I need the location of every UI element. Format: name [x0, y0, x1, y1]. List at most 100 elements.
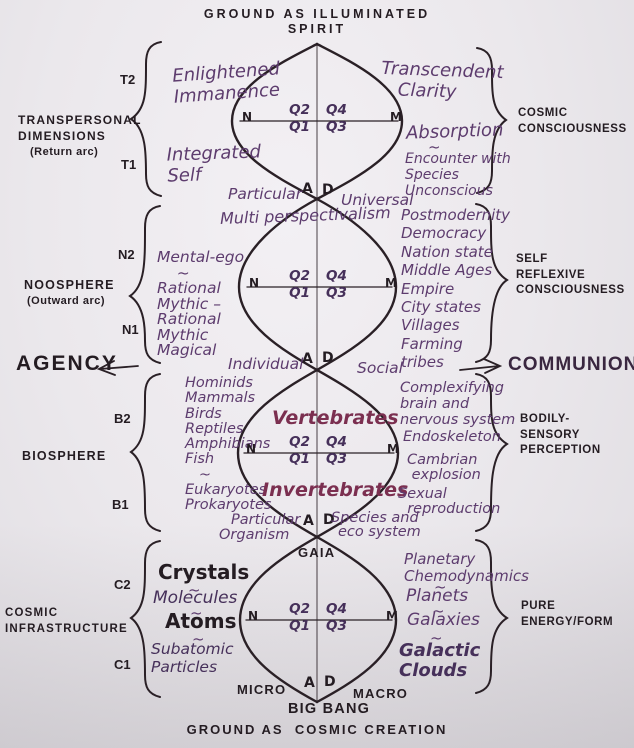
- label-noosphere: NOOSPHERE: [24, 278, 115, 292]
- q4-label: Q4: [326, 268, 347, 284]
- tier-b1: B1: [112, 497, 129, 512]
- tier-n1: N1: [122, 322, 139, 337]
- n-pole-4: N: [248, 609, 259, 623]
- label-galactic-clouds: Galactic Clouds: [399, 640, 481, 681]
- junction4-a: A: [304, 675, 315, 691]
- tilde-c4-6: ~: [430, 629, 443, 647]
- junction3-particular: Particular: [231, 512, 301, 528]
- left-brace-3: [129, 373, 161, 532]
- q2-label: Q2: [289, 102, 310, 118]
- tilde-c4-5: ~: [432, 602, 445, 620]
- label-cosmic-infrastructure: COSMIC INFRASTRUCTURE: [5, 607, 128, 635]
- label-communion: COMMUNION: [508, 354, 634, 375]
- label-vertebrates: Vertebrates: [272, 407, 399, 429]
- q4-label: Q4: [326, 601, 347, 617]
- label-transpersonal-dimensions: TRANSPERSONAL DIMENSIONS: [18, 113, 142, 144]
- q2-label: Q2: [289, 268, 310, 284]
- n-pole-1: N: [242, 110, 253, 124]
- top-title-line2: SPIRIT: [287, 22, 347, 36]
- n-pole-3: N: [246, 442, 257, 456]
- junction4-d: D: [324, 674, 336, 690]
- label-gaia: GAIA: [298, 545, 336, 560]
- label-enlightened-immanence: Enlightened Immanence: [171, 58, 281, 108]
- label-endoskeleton: Endoskeleton: [403, 429, 501, 445]
- left-brace-1: [129, 41, 162, 197]
- label-pure-energy-form: PURE ENERGY/FORM: [521, 600, 614, 628]
- junction3-a: A: [303, 513, 314, 529]
- label-biosphere: BIOSPHERE: [22, 449, 107, 463]
- q2-label: Q2: [289, 434, 310, 450]
- label-integrated-self: Integrated Self: [166, 141, 262, 187]
- label-self-reflexive-consciousness: SELF REFLEXIVE CONSCIOUSNESS: [516, 253, 625, 297]
- tier-c2: C2: [114, 577, 131, 592]
- tier-c1: C1: [114, 657, 131, 672]
- right-brace-2: [475, 203, 509, 363]
- q1-label: Q1: [289, 451, 310, 467]
- noosphere-right-list: Postmodernity Democracy Nation state Mid…: [401, 206, 511, 372]
- label-cosmic-consciousness: COSMIC CONSCIOUSNESS: [518, 107, 627, 135]
- tier-n2: N2: [118, 247, 135, 262]
- label-macro: MACRO: [353, 686, 409, 701]
- q4-label: Q4: [326, 434, 347, 450]
- label-big-bang: BIG BANG: [288, 701, 371, 717]
- q3-label: Q3: [326, 119, 347, 135]
- label-agency: AGENCY: [16, 352, 118, 375]
- tilde-c4-1: ~: [188, 581, 201, 599]
- m-pole-3: M: [387, 442, 399, 456]
- right-brace-4: [475, 539, 509, 694]
- label-transcendent-clarity: Transcendent Clarity: [380, 57, 504, 103]
- label-return-arc: (Return arc): [30, 146, 99, 158]
- m-pole-4: M: [386, 609, 398, 623]
- tilde-c4-4: ~: [434, 578, 447, 596]
- q3-label: Q3: [326, 618, 347, 634]
- label-cambrian-explosion: Cambrian explosion: [407, 452, 481, 484]
- label-galaxies: Galaxies: [407, 610, 480, 630]
- label-planetary-chemodynamics: Planetary Chemodynamics: [404, 550, 529, 585]
- junction3-species-and: Species and: [331, 510, 419, 526]
- label-atoms: Atoms: [165, 609, 237, 633]
- m-pole-2: M: [385, 276, 397, 290]
- label-complexifying-brain: Complexifying brain and nervous system: [400, 380, 516, 428]
- right-brace-1: [476, 47, 508, 194]
- communion-arrow: [459, 358, 503, 374]
- q3-label: Q3: [326, 451, 347, 467]
- top-title-line1: GROUND AS ILLUMINATED: [203, 7, 431, 21]
- tilde-c4-2: ~: [190, 604, 203, 622]
- label-planets: Planets: [406, 586, 469, 606]
- quadrant-labels-3: Q2 Q4 Q1 Q3: [275, 434, 361, 467]
- quadrant-labels-1: Q2 Q4 Q1 Q3: [275, 102, 361, 135]
- quadrant-labels-2: Q2 Q4 Q1 Q3: [275, 268, 361, 301]
- label-outward-arc: (Outward arc): [27, 295, 106, 307]
- left-brace-4: [129, 540, 161, 698]
- tier-b2: B2: [114, 411, 131, 426]
- tier-t2: T2: [120, 72, 136, 87]
- label-absorption: Absorption: [405, 119, 504, 144]
- junction1-d: D: [322, 182, 334, 198]
- junction2-individual: Individual: [228, 355, 304, 373]
- tilde-absorption: ~: [428, 138, 441, 156]
- junction1-universal: Universal: [341, 191, 414, 209]
- noosphere-left-list: Mental-ego ~ Rational Mythic – Rational …: [157, 248, 245, 359]
- agency-arrow: [96, 360, 139, 376]
- right-brace-3: [475, 373, 509, 532]
- q4-label: Q4: [326, 102, 347, 118]
- biosphere-left-list: Hominids Mammals Birds Reptiles Amphibia…: [185, 375, 272, 514]
- label-subatomic-particles: Subatomic Particles: [151, 640, 234, 676]
- tier-t1: T1: [121, 157, 137, 172]
- junction3-eco-system: eco system: [338, 524, 421, 540]
- junction2-social: Social: [357, 359, 403, 377]
- n-pole-2: N: [249, 276, 260, 290]
- q1-label: Q1: [289, 285, 310, 301]
- label-molecules: Molecules: [153, 588, 238, 608]
- junction3-organism: Organism: [219, 527, 290, 543]
- q1-label: Q1: [289, 618, 310, 634]
- label-crystals: Crystals: [158, 560, 250, 584]
- label-sexual-reproduction: Sexual reproduction: [398, 486, 501, 518]
- junction2-a: A: [302, 351, 313, 367]
- q3-label: Q3: [326, 285, 347, 301]
- label-micro: MICRO: [237, 682, 287, 697]
- label-encounter-species-unconscious: Encounter with Species Unconscious: [405, 151, 511, 199]
- bottom-title: GROUND AS COSMIC CREATION: [186, 722, 448, 737]
